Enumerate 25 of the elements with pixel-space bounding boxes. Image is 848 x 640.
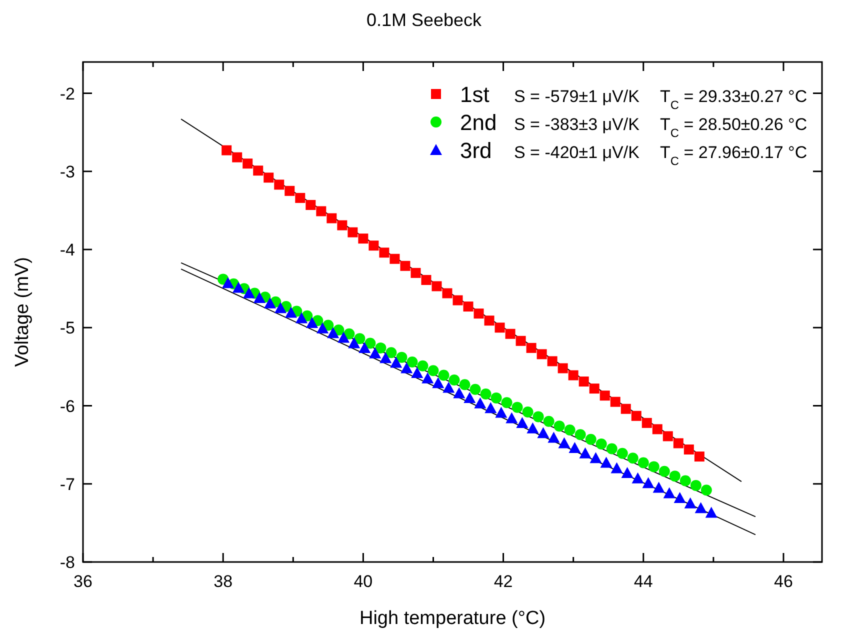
y-tick-label: -7 [60,474,75,494]
legend-label: 3rd [460,138,492,163]
x-tick-label: 42 [494,572,513,591]
annotation: T$_{C}$ = 28.50±0.26 °C [660,115,808,140]
x-tick-label: 46 [774,572,793,591]
x-tick-label: 40 [354,572,373,591]
y-axis-title: Voltage (mV) [12,257,33,367]
annotation: S = -579±1 μV/K [514,87,640,106]
x-tick-label: 38 [214,572,233,591]
y-tick-label: -2 [60,84,75,104]
annotation: S = -383±3 μV/K [514,115,640,134]
legend-label: 2nd [460,110,497,135]
annotation: T$_{C}$ = 29.33±0.27 °C [660,87,808,112]
y-tick-label: -4 [60,240,75,260]
y-tick-label: -3 [60,162,75,182]
y-tick-label: -8 [60,553,75,572]
x-tick-label: 44 [634,572,653,591]
x-tick-label: 36 [74,572,92,591]
annotation: S = -420±1 μV/K [514,143,640,162]
y-tick-label: -5 [60,318,75,338]
annotation: T$_{C}$ = 27.96±0.17 °C [660,143,808,168]
chart-title: 0.1M Seebeck [366,10,483,30]
y-tick-label: -6 [60,396,75,416]
x-axis-title: High temperature (°C) [359,608,546,629]
legend-label: 1st [460,82,490,107]
